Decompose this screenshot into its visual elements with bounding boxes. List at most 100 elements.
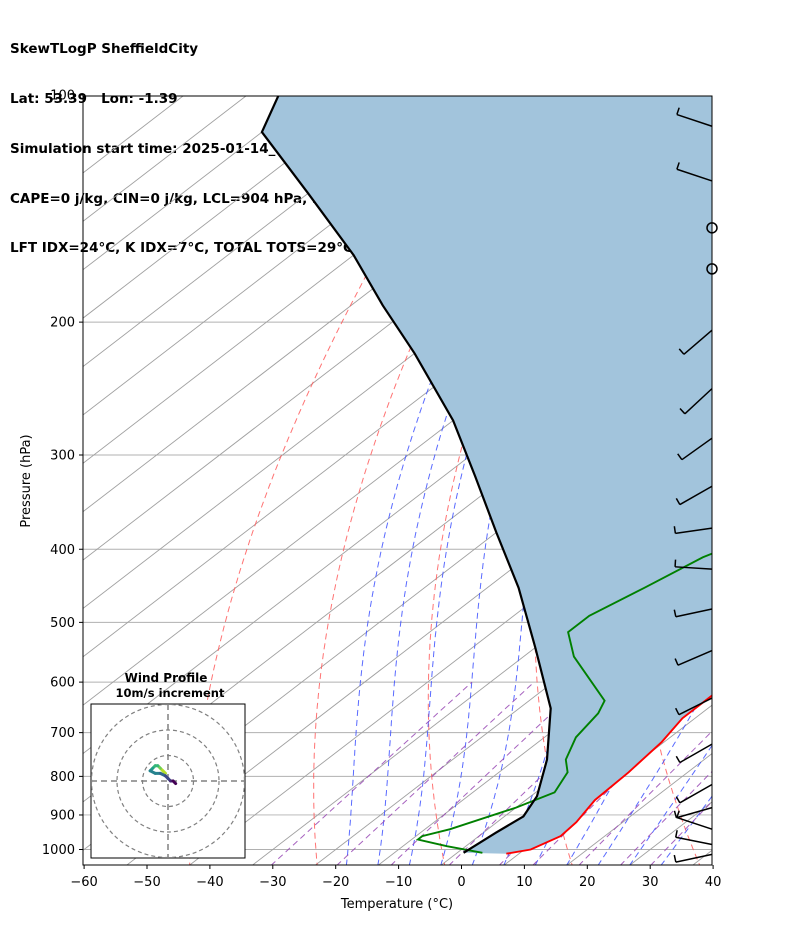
moist-adiabat — [471, 96, 669, 865]
y-tick-label: 900 — [50, 808, 75, 823]
axis-ticks: −60 −50 −40 −30 −20 −10 0 10 20 30 40 1000 900 800 700… — [42, 89, 721, 891]
isotherm — [83, 96, 373, 319]
series-layer — [260, 96, 712, 855]
barb-flag — [675, 755, 681, 763]
y-tick-label: 700 — [50, 726, 75, 741]
barb-flag — [676, 162, 680, 170]
dry-adiabat — [313, 96, 539, 865]
barb-staff — [675, 853, 713, 863]
barb-flag — [673, 810, 678, 818]
chart-title: SkewTLogP SheffieldCity — [10, 41, 199, 58]
barb-flag — [674, 658, 679, 666]
x-tick-label: −40 — [196, 875, 223, 890]
barb-staff — [679, 783, 713, 804]
isotherm — [377, 607, 712, 865]
x-tick-label: 0 — [457, 875, 465, 890]
y-tick-label: 400 — [50, 543, 75, 558]
wind-barb — [706, 263, 718, 275]
y-tick-label: 100 — [50, 89, 75, 104]
dewpoint-line — [415, 552, 712, 854]
parcel-area-fill — [261, 96, 712, 854]
barb-flag — [675, 796, 681, 804]
barb-staff — [675, 566, 713, 570]
hodograph-title: Wind Profile — [125, 671, 208, 685]
wind-barb — [675, 743, 713, 764]
mixing-ratio-line — [578, 730, 712, 865]
calm-wind-circle — [706, 222, 718, 234]
wind-barb — [673, 806, 713, 819]
parcel-fill-layer — [261, 96, 712, 854]
barb-staff — [679, 485, 713, 506]
moist-adiabat — [345, 96, 568, 865]
wind-barb — [677, 437, 713, 461]
barb-flag — [675, 497, 681, 505]
barb-staff — [676, 806, 713, 819]
barb-staff — [676, 113, 713, 127]
mixing-ratio-line — [650, 800, 712, 865]
wind-barb — [674, 559, 713, 570]
barb-flag — [675, 707, 680, 715]
moist-adiabat — [597, 676, 712, 865]
temperature-line — [506, 694, 712, 855]
mixing-ratio-line — [270, 681, 473, 865]
mixing-ratio-line — [390, 681, 586, 865]
mixing-ratio-line — [336, 681, 535, 865]
y-tick-label: 600 — [50, 676, 75, 691]
mixing-ratio-line — [448, 681, 641, 865]
x-tick-label: −10 — [385, 875, 412, 890]
isotherm — [83, 96, 247, 222]
barb-staff — [675, 608, 713, 618]
barb-flag — [676, 810, 680, 818]
x-tick-label: 20 — [579, 875, 596, 890]
x-tick-label: −50 — [133, 875, 160, 890]
mixing-ratio-line — [619, 770, 712, 865]
x-tick-label: 10 — [516, 875, 533, 890]
plot-frame — [82, 95, 713, 866]
location-line: Lat: 53.39 Lon: -1.39 — [10, 90, 178, 107]
barb-staff — [684, 388, 713, 415]
wind-barb — [673, 608, 713, 618]
wind-barb — [706, 222, 718, 234]
x-tick-label: 40 — [705, 875, 722, 890]
barb-staff — [683, 329, 713, 355]
barb-staff — [678, 697, 713, 716]
barb-flag — [673, 609, 677, 617]
x-axis-label: Temperature (°C) — [340, 897, 453, 912]
wind-barb — [676, 810, 713, 830]
wind-barb — [679, 388, 713, 415]
x-tick-label: −60 — [70, 875, 97, 890]
y-tick-label: 1000 — [42, 843, 75, 858]
isotherm — [314, 559, 712, 865]
isotherm — [83, 220, 712, 706]
hodograph-subtitle: 10m/s increment — [116, 686, 225, 700]
moist-adiabat — [440, 96, 638, 865]
barb-staff — [681, 437, 713, 461]
y-tick-label: 800 — [50, 770, 75, 785]
wind-barbs — [673, 107, 718, 863]
x-tick-label: −20 — [322, 875, 349, 890]
wind-barb — [675, 783, 713, 804]
barb-flag — [679, 408, 686, 415]
x-tick-label: 30 — [642, 875, 659, 890]
wind-barb — [673, 526, 713, 535]
barb-staff — [679, 743, 713, 764]
wind-barb — [676, 107, 713, 127]
wind-barb — [675, 697, 713, 716]
barb-staff — [676, 168, 713, 182]
y-tick-label: 200 — [50, 316, 75, 331]
isotherm — [751, 78, 794, 868]
barb-staff — [675, 527, 713, 535]
parcel-line — [260, 96, 552, 854]
moist-adiabat — [377, 96, 589, 865]
calm-wind-circle — [706, 263, 718, 275]
barb-flag — [676, 107, 680, 115]
barb-flag — [673, 854, 677, 863]
y-axis-label: Pressure (hPa) — [19, 434, 34, 527]
wind-barb — [676, 162, 713, 182]
wind-barb — [678, 329, 713, 355]
isotherm — [251, 511, 712, 865]
barb-flag — [678, 348, 685, 355]
y-tick-label: 300 — [50, 448, 75, 463]
